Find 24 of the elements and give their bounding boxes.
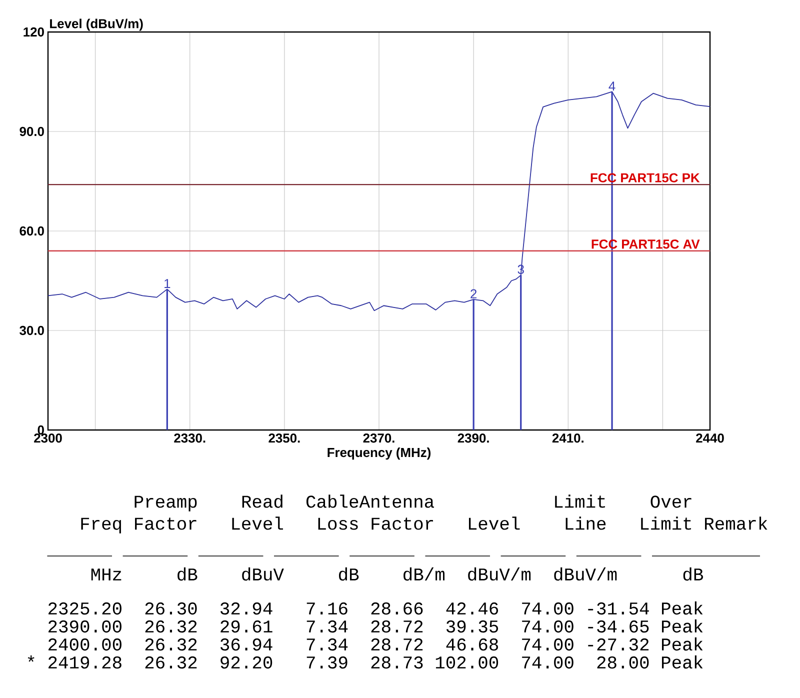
x-tick-label: 2440 [696,434,724,443]
annotation: 4 [608,82,616,90]
annotation: 2 [470,289,477,298]
x-tick-label: 2330. [174,434,206,443]
x-tick-label: 2390. [458,434,489,443]
text: Preamp Read CableAntenna Limit Over [134,494,692,512]
x-tick-label: 2350. [268,434,300,443]
y-tick-label: 0 [38,425,44,435]
x-axis-title: Frequency (MHz) [328,448,431,460]
y-tick-label: 60.0 [20,226,44,236]
text: * 2419.28 26.32 92.20 7.39 28.73 102.00 74.00 28.00 Peak [28,655,703,669]
y-tick-label: 120 [24,27,44,37]
x-tick-label: 2370. [363,434,394,443]
y-axis-title: Level (dBuV/m) [50,18,143,31]
text: 2325.20 26.30 32.94 7.16 28.66 42.46 74.00 -31.54 Peak [48,601,703,615]
annotation: 1 [164,279,170,288]
x-tick-label: 2300 [34,434,62,443]
y-tick-label: 30.0 [20,326,44,336]
text: 2390.00 26.32 29.61 7.34 28.72 39.35 74.00 -34.65 Peak [48,619,703,633]
text: MHz dB dBuV dB dB/m dBuV/m dBuV/m dB [91,567,704,581]
x-tick-label: 2410. [552,434,584,443]
text: Freq Factor Level Loss Factor Level Line Limit Remark [81,516,768,534]
text: 2400.00 26.32 36.94 7.34 28.72 46.68 74.00 -27.32 Peak [48,637,703,651]
y-tick-label: 90.0 [20,126,44,136]
